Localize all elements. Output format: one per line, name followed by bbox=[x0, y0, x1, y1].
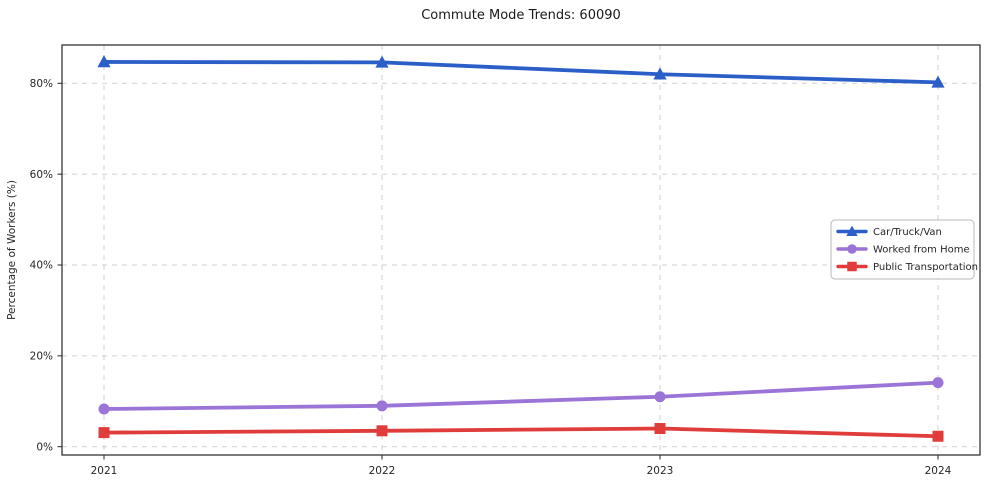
series-marker-car-truck-van-2022 bbox=[375, 55, 389, 68]
y-tick-label-80%: 80% bbox=[30, 78, 53, 90]
series-marker-car-truck-van-2023 bbox=[653, 67, 667, 80]
series-line-car-truck-van bbox=[102, 60, 940, 85]
series-marker-public-transportation-2022 bbox=[376, 425, 388, 437]
series-public-transportation bbox=[98, 423, 944, 442]
legend-marker-car-truck-van bbox=[846, 225, 858, 237]
series-marker-car-truck-van-2021 bbox=[97, 55, 111, 68]
y-axis-label: Percentage of Workers (%) bbox=[6, 180, 18, 320]
series-marker-worked-from-home-2023 bbox=[654, 391, 666, 403]
series-line-worked-from-home bbox=[102, 380, 940, 411]
legend-item-public-transportation: Public Transportation bbox=[836, 261, 978, 273]
legend-marker-worked-from-home bbox=[847, 244, 857, 254]
y-tick-label-40%: 40% bbox=[30, 260, 53, 272]
x-tick-label-2023: 2023 bbox=[647, 465, 674, 477]
legend-item-car-truck-van: Car/Truck/Van bbox=[836, 225, 942, 238]
series-line-public-transportation bbox=[102, 426, 940, 439]
plot-border bbox=[61, 44, 981, 456]
series-marker-worked-from-home-2024 bbox=[932, 377, 944, 389]
legend-label-worked-from-home: Worked from Home bbox=[873, 245, 970, 256]
x-tick-label-2024: 2024 bbox=[925, 465, 952, 477]
legend-marker-public-transportation bbox=[847, 261, 857, 272]
series-marker-public-transportation-2023 bbox=[654, 423, 666, 435]
y-tick-label-20%: 20% bbox=[30, 351, 53, 363]
series-marker-worked-from-home-2021 bbox=[98, 403, 110, 415]
y-tick-label-60%: 60% bbox=[30, 169, 53, 181]
legend-item-worked-from-home: Worked from Home bbox=[836, 244, 970, 256]
legend-label-car-truck-van: Car/Truck/Van bbox=[873, 227, 942, 238]
series-marker-public-transportation-2021 bbox=[98, 427, 110, 439]
x-tick-label-2022: 2022 bbox=[369, 465, 396, 477]
series-worked-from-home bbox=[98, 377, 944, 415]
legend-label-public-transportation: Public Transportation bbox=[873, 262, 978, 273]
series-marker-public-transportation-2024 bbox=[932, 430, 944, 442]
legend-box bbox=[830, 219, 975, 280]
series-car-truck-van bbox=[97, 55, 945, 88]
series-marker-car-truck-van-2024 bbox=[931, 75, 945, 88]
chart-title: Commute Mode Trends: 60090 bbox=[421, 8, 621, 23]
series-marker-worked-from-home-2022 bbox=[376, 400, 388, 412]
x-tick-label-2021: 2021 bbox=[91, 465, 118, 477]
legend: Car/Truck/Van Worked from Home Public Tran… bbox=[830, 219, 978, 280]
y-tick-label-0%: 0% bbox=[36, 441, 53, 453]
